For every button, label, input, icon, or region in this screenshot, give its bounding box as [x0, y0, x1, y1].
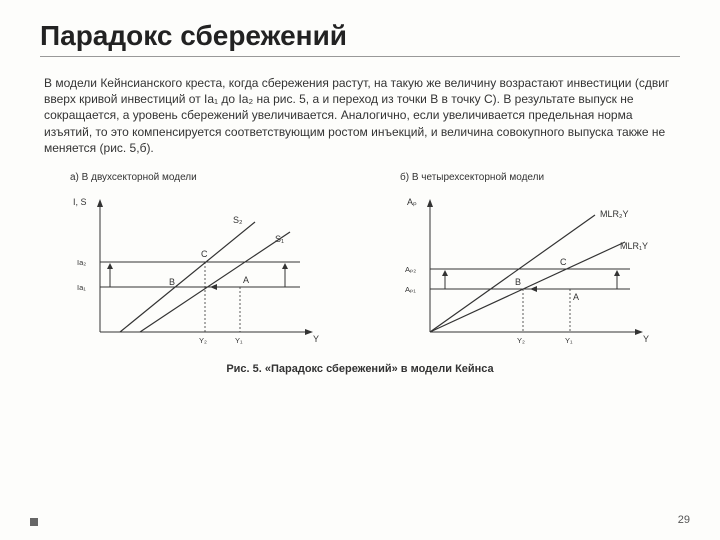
chart-b-mlr2-label: MLR₂Y: [600, 209, 629, 219]
chart-a-caption: а) В двухсекторной модели: [40, 172, 350, 183]
chart-a-shift-arrow2-head: [282, 263, 288, 269]
chart-a-s2-label: S₂: [233, 215, 243, 225]
chart-b-shift1-head: [442, 270, 448, 276]
chart-b-caption: б) В четырехсекторной модели: [370, 172, 680, 183]
chart-b-mlr1-line: [430, 242, 625, 332]
chart-a-s1-line: [140, 232, 290, 332]
chart-a-ylabel: I, S: [73, 197, 87, 207]
chart-a-xtick2: Y₁: [235, 336, 243, 345]
chart-b-block: б) В четырехсекторной модели: [370, 172, 680, 357]
chart-b-xlabel: Y: [643, 334, 649, 344]
chart-b-xtick2: Y₁: [565, 336, 573, 345]
chart-a-point-b: B: [169, 277, 175, 287]
page-title: Парадокс сбережений: [40, 20, 680, 52]
chart-a-xtick1: Y₂: [199, 336, 207, 345]
chart-b-ap1-label: Aₚ₁: [405, 285, 416, 294]
chart-b-point-c: C: [560, 257, 567, 267]
chart-a-svg: I, S Y S₂ S₁ Ia₂ Ia₁ B C A Y₂ Y₁: [65, 187, 325, 357]
title-underline: [40, 56, 680, 57]
chart-a-point-a: A: [243, 275, 249, 285]
chart-b-shift2-head: [614, 270, 620, 276]
chart-a-xlabel: Y: [313, 334, 319, 344]
chart-a-xarrow: [305, 329, 313, 335]
page-number: 29: [678, 514, 690, 526]
chart-b-ap2-label: Aₚ₂: [405, 265, 416, 274]
chart-b-arrow-ab-head: [530, 286, 537, 292]
figure-caption: Рис. 5. «Парадокс сбережений» в модели К…: [40, 363, 680, 375]
chart-a-shift-arrow1-head: [107, 263, 113, 269]
chart-b-point-b: B: [515, 277, 521, 287]
corner-marker: [30, 518, 38, 526]
chart-a-ia2-label: Ia₂: [77, 258, 86, 267]
chart-a-s2-line: [120, 222, 255, 332]
chart-b-yarrow: [427, 199, 433, 207]
chart-a-s1-label: S₁: [275, 234, 284, 244]
chart-b-xtick1: Y₂: [517, 336, 525, 345]
chart-b-mlr1-label: MLR₁Y: [620, 241, 648, 251]
chart-a-yarrow: [97, 199, 103, 207]
chart-a-block: а) В двухсекторной модели: [40, 172, 350, 357]
chart-b-svg: Aₚ Y MLR₂Y MLR₁Y Aₚ₂ Aₚ₁ B C A Y₂ Y₁: [395, 187, 655, 357]
chart-a-point-c: C: [201, 249, 208, 259]
chart-b-ylabel: Aₚ: [407, 197, 417, 207]
chart-b-point-a: A: [573, 292, 579, 302]
charts-row: а) В двухсекторной модели: [40, 172, 680, 357]
chart-b-xarrow: [635, 329, 643, 335]
chart-a-ia1-label: Ia₁: [77, 283, 86, 292]
main-paragraph: В модели Кейнсианского креста, когда сбе…: [44, 75, 680, 156]
